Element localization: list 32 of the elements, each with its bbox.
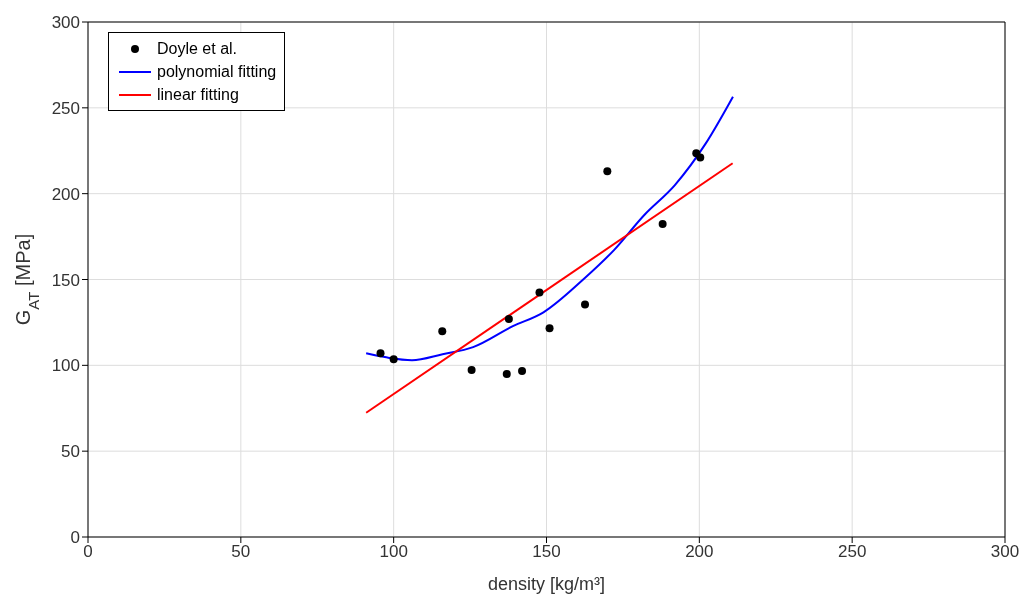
point	[376, 349, 385, 358]
x-tick-label: 0	[83, 542, 93, 562]
point	[438, 327, 447, 336]
point	[389, 355, 398, 364]
y-tick-label: 0	[70, 528, 80, 548]
x-tick-label: 100	[379, 542, 408, 562]
x-tick-label: 150	[532, 542, 561, 562]
point	[502, 369, 511, 378]
point	[535, 288, 544, 297]
point	[545, 324, 554, 333]
x-tick-label: 300	[990, 542, 1020, 562]
line-series	[365, 95, 734, 362]
legend-label: polynomial fitting	[157, 62, 277, 82]
legend-label: Doyle et al.	[157, 39, 238, 59]
y-tick-label: 100	[51, 356, 80, 376]
y-tick-label: 200	[51, 184, 80, 204]
point	[696, 153, 705, 162]
x-tick-label: 250	[837, 542, 867, 562]
y-tick-label: 300	[51, 13, 80, 33]
y-tick-label: 50	[61, 442, 80, 462]
point	[603, 167, 612, 176]
point	[658, 219, 667, 228]
legend-label: linear fitting	[157, 85, 239, 105]
y-tick-label: 150	[51, 270, 80, 290]
point	[504, 314, 513, 323]
point	[467, 365, 476, 374]
x-axis-title: density [kg/m³]	[487, 574, 606, 594]
x-tick-label: 50	[231, 542, 251, 562]
point	[581, 300, 590, 309]
x-tick-label: 200	[685, 542, 714, 562]
point	[518, 367, 527, 375]
y-tick-label: 250	[51, 98, 80, 118]
